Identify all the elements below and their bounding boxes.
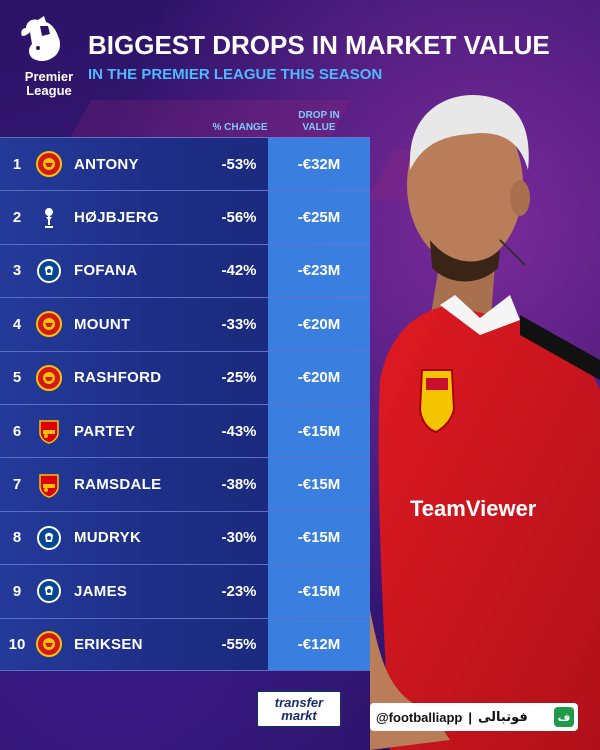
tm-logo-line2: markt bbox=[281, 708, 317, 723]
ranking-table: 1 ANTONY -53% -€32M 2 HØJBJERG -56% -€25M 3 FOFAN… bbox=[0, 137, 370, 671]
social-handle-fa: فوتبالی bbox=[477, 709, 528, 725]
drop-cell-background bbox=[268, 458, 370, 511]
value-drop: -€15M bbox=[297, 422, 341, 440]
rank: 7 bbox=[12, 476, 22, 494]
chelsea-crest-icon bbox=[36, 258, 62, 284]
drop-cell-background bbox=[268, 244, 370, 298]
table-row: 6 PARTEY -43% -€15M bbox=[0, 403, 370, 458]
chelsea-crest-icon bbox=[36, 578, 62, 604]
pct-change: -53% bbox=[221, 155, 257, 173]
value-drop: -€15M bbox=[297, 582, 341, 600]
table-row: 10 ERIKSEN -55% -€12M bbox=[0, 617, 370, 671]
drop-cell-background bbox=[268, 191, 370, 244]
footballi-app-icon: ف bbox=[554, 707, 574, 727]
chelsea-crest-icon bbox=[36, 525, 62, 551]
pct-change: -30% bbox=[221, 529, 257, 547]
premier-league-logo bbox=[21, 16, 60, 61]
player-name: MUDRYK bbox=[74, 529, 142, 547]
value-drop: -€20M bbox=[297, 315, 341, 333]
player-name: ANTONY bbox=[74, 155, 139, 173]
tottenham-crest-icon bbox=[36, 205, 62, 231]
manchester-united-crest-icon bbox=[36, 151, 62, 178]
drop-cell-background bbox=[268, 138, 370, 191]
pct-change: -33% bbox=[221, 315, 257, 333]
player-name: PARTEY bbox=[74, 422, 136, 440]
pct-change: -23% bbox=[221, 582, 257, 600]
rank: 10 bbox=[8, 635, 26, 653]
manchester-united-crest-icon bbox=[36, 364, 62, 391]
drop-cell-background bbox=[268, 404, 370, 458]
social-handle: @footballiapp bbox=[376, 709, 463, 725]
player-name: RASHFORD bbox=[74, 369, 162, 387]
rank: 4 bbox=[12, 315, 22, 333]
logo-text-line2: League bbox=[26, 83, 72, 98]
page-subtitle: IN THE PREMIER LEAGUE THIS SEASON bbox=[88, 66, 383, 83]
pct-change: -55% bbox=[221, 635, 257, 653]
table-row: 1 ANTONY -53% -€32M bbox=[0, 137, 370, 191]
handle-separator: | bbox=[468, 709, 472, 725]
rank: 8 bbox=[12, 529, 22, 547]
table-row: 5 RASHFORD -25% -€20M bbox=[0, 350, 370, 404]
player-name: HØJBJERG bbox=[74, 209, 159, 227]
drop-cell-background bbox=[268, 298, 370, 351]
logo-text-line1: Premier bbox=[24, 69, 74, 84]
pct-change: -43% bbox=[221, 422, 257, 440]
player-name: JAMES bbox=[74, 582, 128, 600]
table-row: 4 MOUNT -33% -€20M bbox=[0, 297, 370, 351]
table-row: 9 JAMES -23% -€15M bbox=[0, 564, 370, 618]
player-name: ERIKSEN bbox=[74, 635, 143, 653]
page-title: BIGGEST DROPS IN MARKET VALUE bbox=[88, 30, 550, 60]
table-row: 3 FOFANA -42% -€23M bbox=[0, 243, 370, 298]
manchester-united-crest-icon bbox=[36, 311, 62, 338]
player-name: FOFANA bbox=[74, 262, 138, 280]
rank: 6 bbox=[12, 422, 22, 440]
row-background bbox=[0, 191, 268, 244]
value-drop: -€32M bbox=[297, 155, 341, 173]
table-row: 7 RAMSDALE -38% -€15M bbox=[0, 457, 370, 511]
drop-cell-background bbox=[268, 351, 370, 404]
pct-change: -42% bbox=[221, 262, 257, 280]
social-handle-badge: @footballiapp | فوتبالی ف bbox=[370, 703, 578, 731]
tm-logo-line1: transfer bbox=[274, 695, 324, 710]
player-illustration: TeamViewer bbox=[370, 94, 600, 750]
column-header-pct-change: % CHANGE bbox=[212, 122, 268, 133]
value-drop: -€20M bbox=[297, 369, 341, 387]
player-name: RAMSDALE bbox=[74, 476, 162, 494]
rank: 3 bbox=[12, 262, 22, 280]
column-header-drop-line1: DROP IN bbox=[298, 110, 340, 121]
pct-change: -25% bbox=[221, 369, 257, 387]
column-header-drop-line2: VALUE bbox=[302, 122, 336, 133]
value-drop: -€23M bbox=[297, 262, 341, 280]
drop-cell-background bbox=[268, 511, 370, 565]
rank: 9 bbox=[12, 582, 22, 600]
manchester-united-crest-icon bbox=[36, 631, 62, 658]
pct-change: -38% bbox=[221, 476, 257, 494]
pct-change: -56% bbox=[221, 209, 257, 227]
premier-league-logo-text: Premier League bbox=[16, 70, 82, 98]
drop-cell-background bbox=[268, 618, 370, 670]
table-row: 8 MUDRYK -30% -€15M bbox=[0, 510, 370, 565]
transfermarkt-logo: transfer markt bbox=[256, 690, 342, 728]
table-row: 2 HØJBJERG -56% -€25M bbox=[0, 190, 370, 244]
column-header-drop: DROP IN VALUE bbox=[276, 110, 362, 134]
rank: 2 bbox=[12, 209, 22, 227]
arsenal-crest-icon bbox=[36, 418, 62, 444]
value-drop: -€15M bbox=[297, 476, 341, 494]
jersey-sponsor: TeamViewer bbox=[410, 496, 537, 521]
value-drop: -€12M bbox=[297, 635, 341, 653]
rank: 1 bbox=[12, 155, 22, 173]
value-drop: -€15M bbox=[297, 529, 341, 547]
player-name: MOUNT bbox=[74, 315, 131, 333]
rank: 5 bbox=[12, 369, 22, 387]
arsenal-crest-icon bbox=[36, 472, 62, 498]
drop-cell-background bbox=[268, 565, 370, 618]
value-drop: -€25M bbox=[297, 209, 341, 227]
